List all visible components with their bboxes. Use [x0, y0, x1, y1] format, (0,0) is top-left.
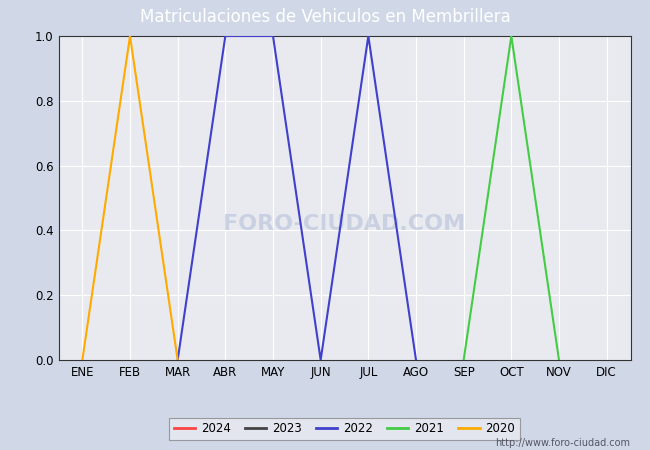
Text: FORO-CIUDAD.COM: FORO-CIUDAD.COM: [224, 214, 465, 234]
Text: Matriculaciones de Vehiculos en Membrillera: Matriculaciones de Vehiculos en Membrill…: [140, 8, 510, 26]
Text: http://www.foro-ciudad.com: http://www.foro-ciudad.com: [495, 438, 630, 448]
Legend: 2024, 2023, 2022, 2021, 2020: 2024, 2023, 2022, 2021, 2020: [169, 418, 520, 440]
